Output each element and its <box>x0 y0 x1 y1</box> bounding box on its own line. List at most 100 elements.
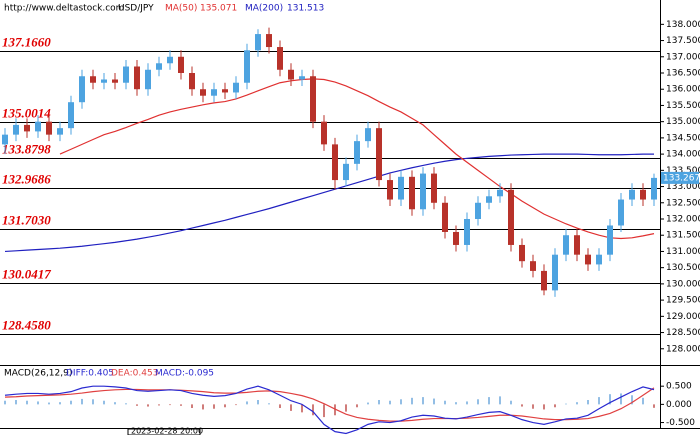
candle-body <box>266 34 272 48</box>
diff-line <box>4 385 655 435</box>
y-tick-label: 133.000 <box>666 182 700 192</box>
y-tick-label: 138.000 <box>666 20 700 30</box>
level-label: 137.1660 <box>2 34 51 49</box>
macd-header-text: DIFF:0.405 <box>66 369 114 379</box>
dea-line <box>4 387 655 422</box>
candle-body <box>431 173 437 203</box>
candle-body <box>343 163 349 181</box>
candle-body <box>420 173 426 210</box>
candle-body <box>145 69 151 90</box>
candle-body <box>255 34 261 51</box>
candle-body <box>442 202 448 232</box>
candle-body <box>244 50 250 83</box>
candle-body <box>365 128 371 142</box>
level-label: 128.4580 <box>2 317 51 332</box>
price-tag-label: 133.267 <box>663 173 700 183</box>
candle-body <box>211 89 217 96</box>
candle-body <box>387 180 393 200</box>
candle-body <box>409 176 415 210</box>
macd-header-text: MACD:-0.095 <box>155 369 214 379</box>
candle-body <box>167 56 173 64</box>
y-tick-label: 131.500 <box>666 231 700 241</box>
level-label: 131.7030 <box>2 212 51 227</box>
ma200-line <box>4 153 654 253</box>
candle-body <box>310 76 316 122</box>
candle-body <box>563 235 569 255</box>
header-text: USD/JPY <box>118 4 154 14</box>
candle-body <box>596 254 602 265</box>
candle-body <box>475 202 481 219</box>
candle-body <box>68 102 74 129</box>
header-text: MA(50) <box>165 4 197 14</box>
candle-body <box>189 73 195 90</box>
level-label: 132.9686 <box>2 171 51 186</box>
macd-y-tick-label: -0.500 <box>666 418 695 428</box>
candle-body <box>123 66 129 83</box>
candle-body <box>178 56 184 73</box>
y-tick-label: 137.000 <box>666 52 700 62</box>
y-tick-label: 134.000 <box>666 150 700 160</box>
candle-body <box>156 63 162 70</box>
candle-body <box>2 134 8 145</box>
candle-body <box>541 270 547 291</box>
candle-body <box>112 79 118 83</box>
y-tick-label: 129.000 <box>666 312 700 322</box>
level-label: 130.0417 <box>2 266 51 281</box>
candle-body <box>640 189 646 200</box>
candle-body <box>354 141 360 164</box>
y-tick-label: 129.500 <box>666 296 700 306</box>
header-text: http://www.deltastock.com <box>4 4 124 14</box>
y-tick-label: 136.000 <box>666 85 700 95</box>
candle-body <box>288 69 294 80</box>
candle-body <box>508 189 514 245</box>
candle-body <box>101 79 107 83</box>
candle-body <box>200 89 206 96</box>
macd-y-tick-label: 0.500 <box>666 382 692 392</box>
time-label-box <box>127 428 201 435</box>
y-tick-label: 135.000 <box>666 117 700 127</box>
candle-body <box>35 121 41 132</box>
y-tick-label: 128.500 <box>666 328 700 338</box>
candle-body <box>299 76 305 80</box>
candle-body <box>530 261 536 271</box>
header-text: MA(200) <box>245 4 283 14</box>
y-tick-label: 128.000 <box>666 344 700 354</box>
candle-body <box>332 144 338 181</box>
y-tick-label: 132.500 <box>666 198 700 208</box>
candle-body <box>497 189 503 197</box>
candle-body <box>321 121 327 145</box>
candle-body <box>46 121 52 135</box>
price-tag <box>661 171 699 184</box>
header-text: 135.071 <box>200 4 237 14</box>
candle-body <box>651 177 657 200</box>
candle-body <box>233 82 239 93</box>
time-label: 2023-02-28 20:00 <box>131 427 203 435</box>
y-tick-label: 132.000 <box>666 215 700 225</box>
candle-body <box>618 199 624 226</box>
y-tick-label: 134.500 <box>666 133 700 143</box>
candle-body <box>222 89 228 93</box>
y-tick-label: 130.500 <box>666 263 700 273</box>
candle-body <box>519 244 525 262</box>
y-tick-label: 137.500 <box>666 36 700 46</box>
candle-body <box>607 225 613 255</box>
candle-body <box>585 254 591 265</box>
candle-body <box>453 231 459 245</box>
y-tick-label: 131.000 <box>666 247 700 257</box>
candle-body <box>24 124 30 132</box>
ma50-line <box>59 78 655 240</box>
y-tick-label: 136.500 <box>666 69 700 79</box>
macd-header-text: DEA:0.453 <box>111 369 158 379</box>
candle-body <box>486 196 492 203</box>
macd-y-tick-label: 0.000 <box>666 400 692 410</box>
candle-body <box>79 76 85 103</box>
candle-body <box>552 254 558 291</box>
y-tick-label: 133.500 <box>666 166 700 176</box>
header-text: 131.513 <box>287 4 324 14</box>
candle-body <box>574 235 580 255</box>
candle-body <box>464 219 470 245</box>
candle-body <box>90 76 96 83</box>
level-label: 135.0014 <box>2 105 51 120</box>
